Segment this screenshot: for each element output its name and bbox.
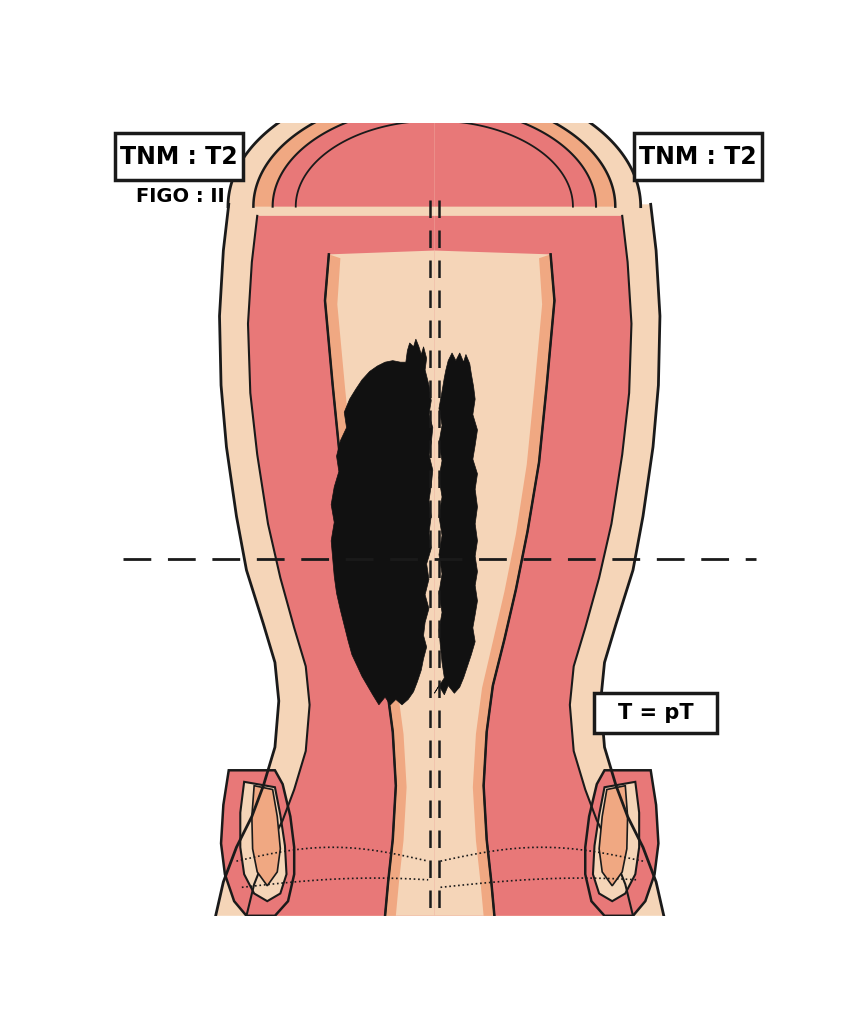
Polygon shape xyxy=(253,95,434,207)
Polygon shape xyxy=(473,254,554,916)
Text: TNM : T2: TNM : T2 xyxy=(639,145,757,169)
Polygon shape xyxy=(434,205,664,916)
Polygon shape xyxy=(228,78,434,207)
Polygon shape xyxy=(434,353,477,695)
FancyBboxPatch shape xyxy=(594,693,717,733)
Polygon shape xyxy=(325,250,434,916)
Polygon shape xyxy=(221,771,294,916)
Polygon shape xyxy=(273,106,434,207)
Polygon shape xyxy=(246,216,434,916)
FancyBboxPatch shape xyxy=(634,134,763,180)
Polygon shape xyxy=(593,782,639,901)
Text: FIGO : II: FIGO : II xyxy=(136,187,225,206)
Polygon shape xyxy=(325,254,407,916)
Polygon shape xyxy=(434,216,633,916)
Polygon shape xyxy=(434,106,596,207)
Polygon shape xyxy=(599,786,627,886)
Polygon shape xyxy=(296,120,434,207)
Polygon shape xyxy=(434,250,554,916)
Polygon shape xyxy=(434,95,615,207)
FancyBboxPatch shape xyxy=(115,134,244,180)
Polygon shape xyxy=(331,340,432,705)
Text: T = pT: T = pT xyxy=(618,703,693,722)
Polygon shape xyxy=(252,786,281,886)
Polygon shape xyxy=(434,120,573,207)
Polygon shape xyxy=(585,771,658,916)
Text: TNM : T2: TNM : T2 xyxy=(120,145,238,169)
Polygon shape xyxy=(434,78,641,207)
Polygon shape xyxy=(215,205,434,916)
Polygon shape xyxy=(240,782,287,901)
